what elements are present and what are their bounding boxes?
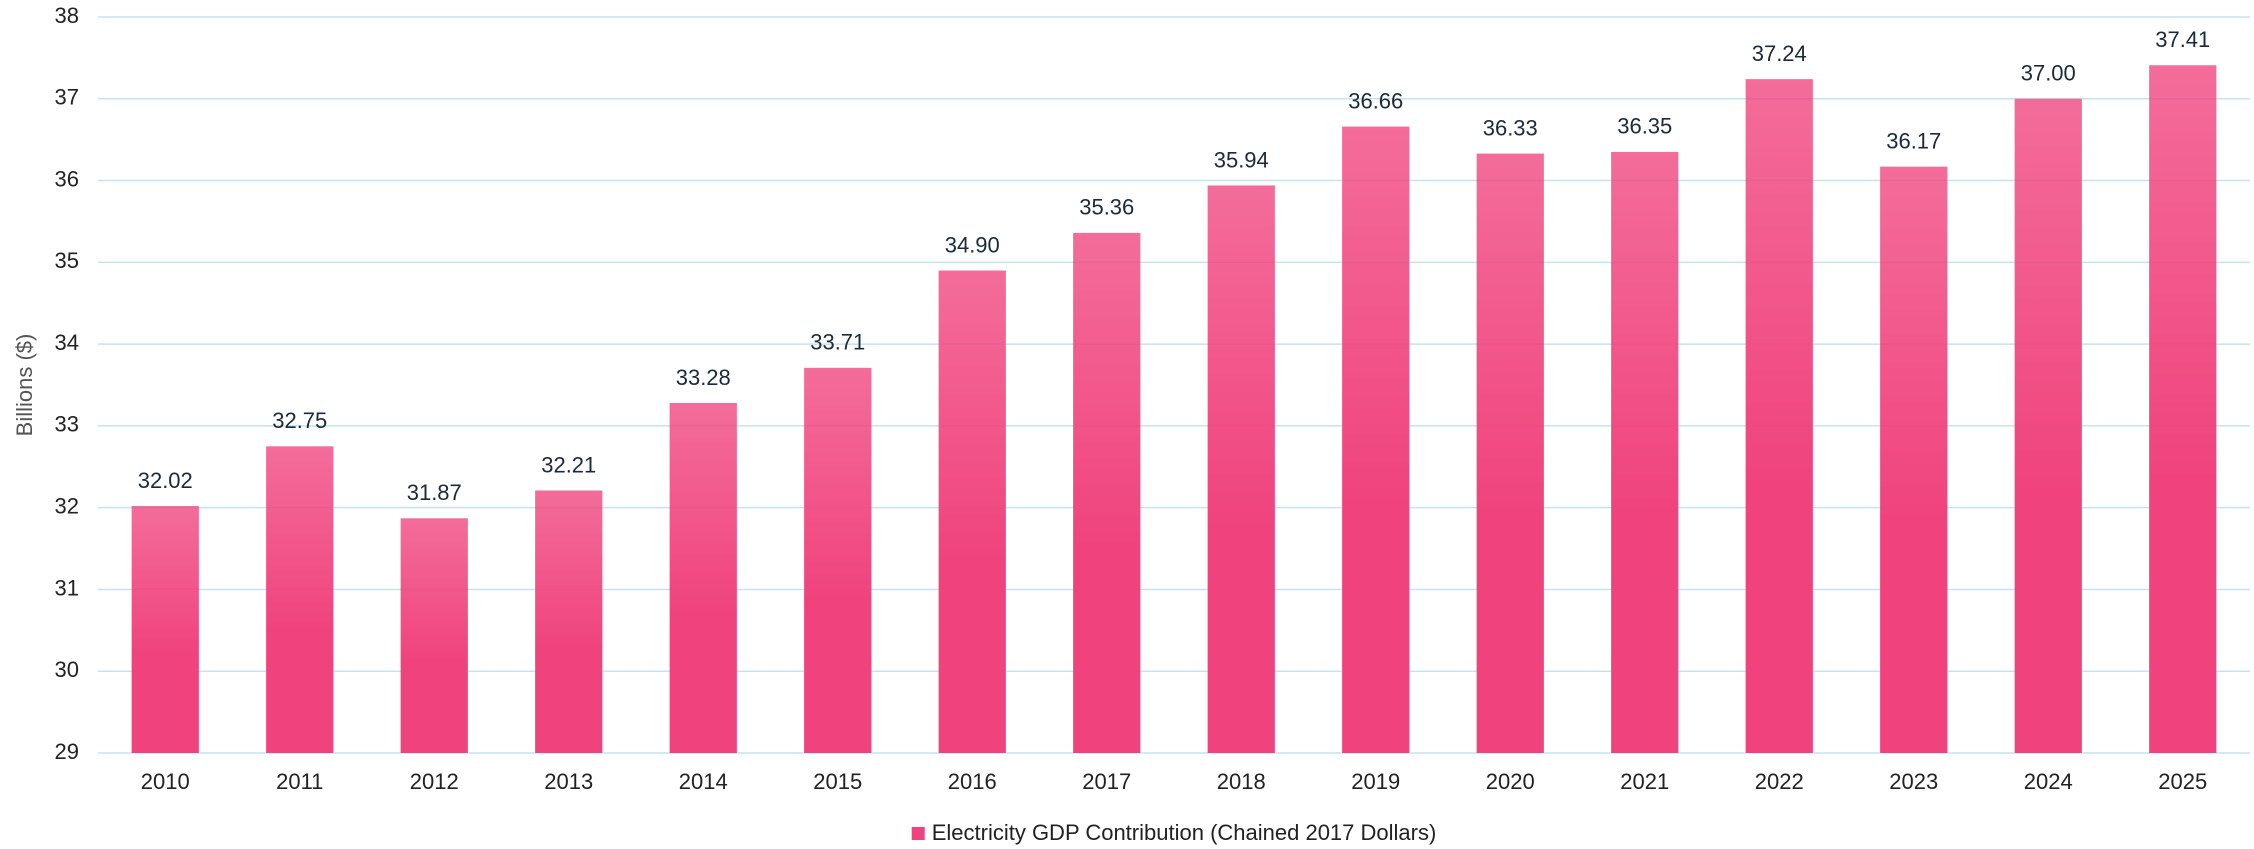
bar (1342, 126, 1410, 754)
y-tick-label: 33 (55, 412, 79, 437)
bar (1745, 79, 1813, 753)
y-tick-label: 30 (55, 657, 79, 682)
y-tick-label: 37 (55, 85, 79, 110)
y-tick-label: 29 (55, 739, 79, 764)
y-tick-label: 31 (55, 575, 79, 600)
x-tick-label: 2017 (1082, 769, 1131, 794)
data-label: 34.90 (945, 232, 1000, 257)
data-label: 32.02 (138, 468, 193, 493)
data-label: 37.41 (2155, 27, 2210, 52)
bar (1207, 185, 1275, 753)
y-tick-label: 35 (55, 248, 79, 273)
data-label: 36.17 (1886, 128, 1941, 153)
y-tick-label: 32 (55, 493, 79, 518)
data-label: 33.71 (810, 330, 865, 355)
bar (938, 270, 1006, 753)
legend-label: Electricity GDP Contribution (Chained 20… (932, 820, 1437, 845)
bar (2014, 98, 2082, 754)
x-tick-label: 2013 (544, 769, 593, 794)
x-tick-label: 2014 (679, 769, 728, 794)
x-tick-label: 2010 (141, 769, 190, 794)
x-tick-label: 2016 (948, 769, 997, 794)
bar (669, 402, 737, 753)
x-tick-label: 2025 (2158, 769, 2207, 794)
y-tick-label: 36 (55, 166, 79, 191)
data-label: 32.75 (272, 408, 327, 433)
x-tick-label: 2015 (813, 769, 862, 794)
data-label: 36.35 (1617, 114, 1672, 139)
y-axis-title: Billions ($) (12, 334, 37, 437)
x-tick-label: 2024 (2024, 769, 2073, 794)
bar (1880, 166, 1948, 754)
bar (535, 490, 603, 753)
bar (400, 518, 468, 753)
x-tick-label: 2012 (410, 769, 459, 794)
data-label: 37.24 (1752, 41, 1807, 66)
data-label: 35.94 (1214, 147, 1269, 172)
x-tick-label: 2011 (276, 769, 323, 794)
y-tick-label: 38 (55, 3, 79, 28)
x-tick-label: 2021 (1620, 769, 1669, 794)
x-tick-label: 2019 (1351, 769, 1400, 794)
x-tick-label: 2023 (1889, 769, 1938, 794)
x-tick-label: 2020 (1486, 769, 1535, 794)
legend-swatch (911, 827, 925, 840)
bar (1476, 153, 1544, 753)
y-tick-label: 34 (55, 330, 79, 355)
data-label: 31.87 (407, 480, 462, 505)
data-label: 33.28 (676, 365, 731, 390)
bar (2149, 65, 2217, 753)
data-label: 32.21 (541, 452, 596, 477)
bar (804, 367, 872, 753)
bar (266, 446, 334, 753)
data-label: 37.00 (2021, 61, 2076, 86)
bar (1611, 151, 1679, 753)
bar (131, 506, 199, 753)
data-label: 36.66 (1348, 88, 1403, 113)
bar (1073, 232, 1141, 754)
data-label: 35.36 (1079, 195, 1134, 220)
x-tick-label: 2018 (1217, 769, 1266, 794)
data-label: 36.33 (1483, 115, 1538, 140)
x-tick-label: 2022 (1755, 769, 1804, 794)
